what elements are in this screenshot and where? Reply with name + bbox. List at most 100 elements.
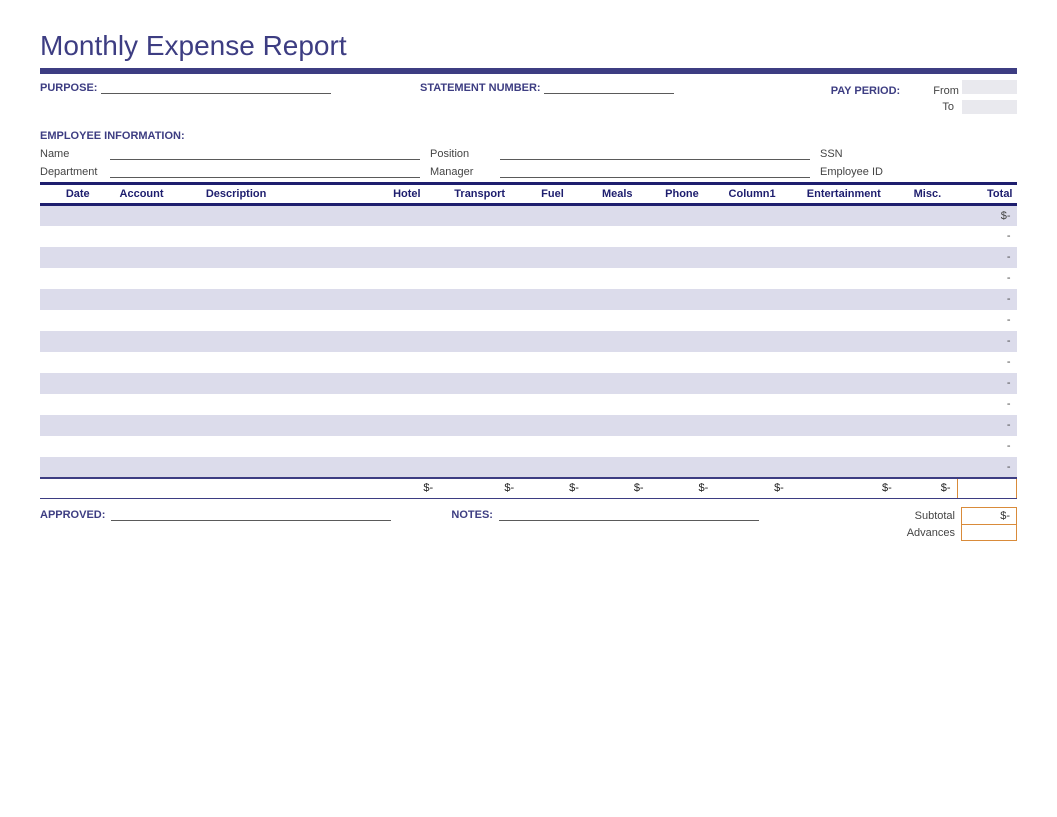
cell-account[interactable] xyxy=(116,457,202,478)
cell-transport[interactable] xyxy=(439,457,520,478)
cell-transport[interactable] xyxy=(439,268,520,289)
cell-account[interactable] xyxy=(116,373,202,394)
cell-description[interactable] xyxy=(202,247,375,268)
cell-transport[interactable] xyxy=(439,247,520,268)
cell-account[interactable] xyxy=(116,310,202,331)
cell-phone[interactable] xyxy=(650,226,715,247)
position-input[interactable] xyxy=(500,146,810,160)
cell-hotel[interactable] xyxy=(374,415,439,436)
cell-total[interactable]: - xyxy=(957,415,1016,436)
cell-meals[interactable] xyxy=(585,352,650,373)
cell-fuel[interactable] xyxy=(520,436,585,457)
cell-account[interactable] xyxy=(116,436,202,457)
cell-description[interactable] xyxy=(202,226,375,247)
cell-entertainment[interactable] xyxy=(790,289,898,310)
cell-account[interactable] xyxy=(116,394,202,415)
cell-transport[interactable] xyxy=(439,394,520,415)
cell-transport[interactable] xyxy=(439,310,520,331)
table-row[interactable]: - xyxy=(40,226,1017,247)
table-row[interactable]: - xyxy=(40,247,1017,268)
cell-description[interactable] xyxy=(202,331,375,352)
table-row[interactable]: $- xyxy=(40,205,1017,226)
cell-meals[interactable] xyxy=(585,268,650,289)
cell-fuel[interactable] xyxy=(520,415,585,436)
cell-entertainment[interactable] xyxy=(790,310,898,331)
cell-transport[interactable] xyxy=(439,205,520,226)
advances-value[interactable] xyxy=(962,525,1017,541)
cell-fuel[interactable] xyxy=(520,352,585,373)
cell-phone[interactable] xyxy=(650,415,715,436)
cell-misc[interactable] xyxy=(898,394,957,415)
table-row[interactable]: - xyxy=(40,415,1017,436)
cell-date[interactable] xyxy=(40,373,116,394)
cell-hotel[interactable] xyxy=(374,352,439,373)
cell-misc[interactable] xyxy=(898,457,957,478)
cell-misc[interactable] xyxy=(898,373,957,394)
manager-input[interactable] xyxy=(500,164,810,178)
cell-description[interactable] xyxy=(202,415,375,436)
cell-description[interactable] xyxy=(202,394,375,415)
cell-hotel[interactable] xyxy=(374,436,439,457)
cell-hotel[interactable] xyxy=(374,247,439,268)
cell-phone[interactable] xyxy=(650,205,715,226)
cell-misc[interactable] xyxy=(898,352,957,373)
cell-date[interactable] xyxy=(40,331,116,352)
cell-description[interactable] xyxy=(202,373,375,394)
cell-meals[interactable] xyxy=(585,415,650,436)
cell-date[interactable] xyxy=(40,457,116,478)
cell-date[interactable] xyxy=(40,310,116,331)
cell-entertainment[interactable] xyxy=(790,373,898,394)
cell-meals[interactable] xyxy=(585,310,650,331)
cell-description[interactable] xyxy=(202,205,375,226)
cell-column1[interactable] xyxy=(714,310,790,331)
cell-date[interactable] xyxy=(40,436,116,457)
cell-account[interactable] xyxy=(116,205,202,226)
cell-transport[interactable] xyxy=(439,436,520,457)
approved-input[interactable] xyxy=(111,507,391,521)
cell-meals[interactable] xyxy=(585,331,650,352)
cell-date[interactable] xyxy=(40,394,116,415)
cell-column1[interactable] xyxy=(714,457,790,478)
cell-phone[interactable] xyxy=(650,289,715,310)
cell-total[interactable]: - xyxy=(957,331,1016,352)
cell-description[interactable] xyxy=(202,457,375,478)
cell-hotel[interactable] xyxy=(374,268,439,289)
table-row[interactable]: - xyxy=(40,289,1017,310)
cell-date[interactable] xyxy=(40,226,116,247)
cell-column1[interactable] xyxy=(714,373,790,394)
cell-description[interactable] xyxy=(202,436,375,457)
cell-total[interactable]: - xyxy=(957,268,1016,289)
cell-transport[interactable] xyxy=(439,373,520,394)
cell-column1[interactable] xyxy=(714,289,790,310)
statement-number-input[interactable] xyxy=(544,80,674,94)
cell-entertainment[interactable] xyxy=(790,331,898,352)
cell-date[interactable] xyxy=(40,205,116,226)
cell-total[interactable]: $- xyxy=(957,205,1016,226)
cell-meals[interactable] xyxy=(585,457,650,478)
cell-meals[interactable] xyxy=(585,289,650,310)
cell-hotel[interactable] xyxy=(374,457,439,478)
cell-date[interactable] xyxy=(40,247,116,268)
cell-meals[interactable] xyxy=(585,247,650,268)
cell-transport[interactable] xyxy=(439,352,520,373)
cell-account[interactable] xyxy=(116,247,202,268)
cell-meals[interactable] xyxy=(585,394,650,415)
table-row[interactable]: - xyxy=(40,331,1017,352)
cell-description[interactable] xyxy=(202,289,375,310)
cell-fuel[interactable] xyxy=(520,226,585,247)
cell-column1[interactable] xyxy=(714,226,790,247)
cell-phone[interactable] xyxy=(650,373,715,394)
pay-to-input[interactable] xyxy=(962,100,1017,114)
cell-entertainment[interactable] xyxy=(790,394,898,415)
cell-total[interactable]: - xyxy=(957,247,1016,268)
cell-hotel[interactable] xyxy=(374,205,439,226)
cell-hotel[interactable] xyxy=(374,394,439,415)
cell-entertainment[interactable] xyxy=(790,226,898,247)
table-row[interactable]: - xyxy=(40,436,1017,457)
cell-misc[interactable] xyxy=(898,226,957,247)
cell-entertainment[interactable] xyxy=(790,205,898,226)
cell-hotel[interactable] xyxy=(374,226,439,247)
table-row[interactable]: - xyxy=(40,457,1017,478)
cell-total[interactable]: - xyxy=(957,436,1016,457)
cell-phone[interactable] xyxy=(650,352,715,373)
